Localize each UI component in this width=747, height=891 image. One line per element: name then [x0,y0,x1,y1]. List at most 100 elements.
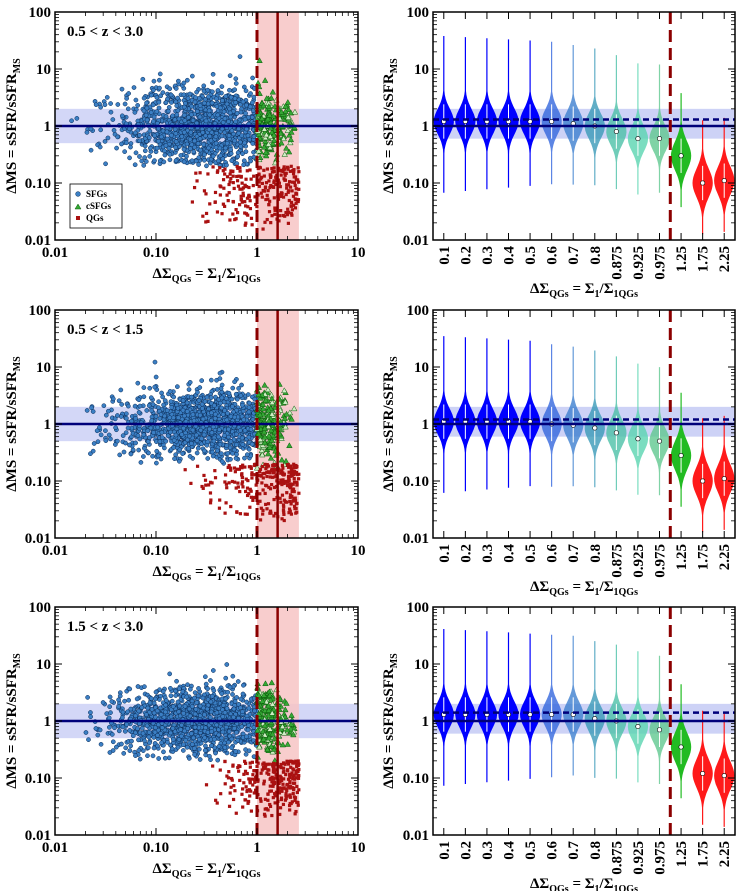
sfg-point [98,104,103,110]
sfg-point [181,80,187,86]
csfg-point [260,143,268,150]
sfg-point [162,398,168,403]
qg-point [243,211,247,215]
sfg-point [103,428,108,434]
sfg-point [215,757,221,763]
qg-point [267,485,271,489]
qg-point [289,512,294,516]
sfg-point [171,437,177,443]
x-tick-label: 2.25 [717,246,733,272]
sfg-point [151,87,156,93]
sfg-point [246,405,252,410]
x-tick-label: 1 [253,245,261,261]
sfg-point [224,140,230,146]
violin-median [656,438,662,444]
sfg-point [208,377,214,383]
qg-point [283,178,287,182]
qg-point [265,465,269,469]
sfg-point [176,709,182,715]
sfg-point [119,86,125,92]
qg-point [288,474,293,478]
sfg-point [141,432,147,438]
y-tick-label: 1 [44,119,52,135]
sfg-point [245,727,251,733]
violin-median [721,476,727,482]
y-tick-label: 0.10 [403,176,429,192]
violin-median [613,430,619,436]
sfg-point [156,105,162,111]
csfg-point [261,425,268,431]
sfg-point [155,424,161,430]
sfg-point [233,119,238,125]
qg-point [213,469,217,473]
sfg-point [217,370,223,376]
csfg-point [266,111,273,118]
qg-point [218,166,222,170]
qg-point [272,485,277,490]
sfg-point [233,455,239,461]
qg-point [293,183,297,188]
qg-point [252,495,256,500]
sfg-point [234,452,239,457]
qg-point [227,191,231,195]
qg-point [258,492,262,496]
y-tick-label: 1 [422,119,430,135]
sfg-point [204,394,210,400]
sfg-point [167,86,173,92]
csfg-point [282,398,289,405]
qg-point [292,180,297,185]
sfg-point [196,398,202,403]
qg-point [233,480,237,484]
sfg-point [91,441,97,446]
sfg-point [243,149,249,155]
sfg-point [210,424,216,430]
qg-point [287,465,291,469]
qg-point [286,183,291,187]
qg-point [254,483,258,487]
sfg-point [198,427,204,433]
sfg-point [187,146,193,151]
qg-point [200,484,204,489]
qg-point [218,184,222,188]
sfg-point [251,94,257,100]
sfg-point [156,138,161,144]
qg-point [223,167,227,171]
qg-point [264,197,268,202]
sfg-point [151,119,156,124]
sfg-point [102,139,108,144]
qg-point [287,478,291,483]
qg-point [261,476,265,480]
sfg-point [102,102,108,108]
sfg-point [207,112,213,118]
qg-point [285,183,289,187]
sfg-point [136,409,142,415]
qg-point [296,178,300,182]
csfg-point [278,108,285,115]
sfg-point [181,748,186,753]
x-tick-label: 0.10 [143,543,169,559]
qg-point [268,487,273,491]
sfg-point [136,748,142,753]
sfg-point [166,755,172,761]
qg-point [273,511,278,516]
sfg-point [192,138,198,144]
sfg-point [247,104,253,110]
qg-point [249,495,253,499]
sfg-point [95,439,101,445]
qg-point [286,221,290,225]
sfg-point [171,394,177,400]
qg-point [265,470,269,474]
csfg-point [265,423,272,429]
csfg-point [284,114,292,120]
legend-sfg-marker [75,191,81,197]
sfg-point [194,109,200,114]
qg-point [254,202,258,207]
qg-point [260,481,264,485]
qg-point [259,175,264,179]
sfg-point [233,81,239,86]
sfg-point [184,400,190,406]
sfg-point [159,390,164,396]
qg-point [245,169,249,173]
sfg-point [217,400,223,406]
qg-point [247,185,251,190]
